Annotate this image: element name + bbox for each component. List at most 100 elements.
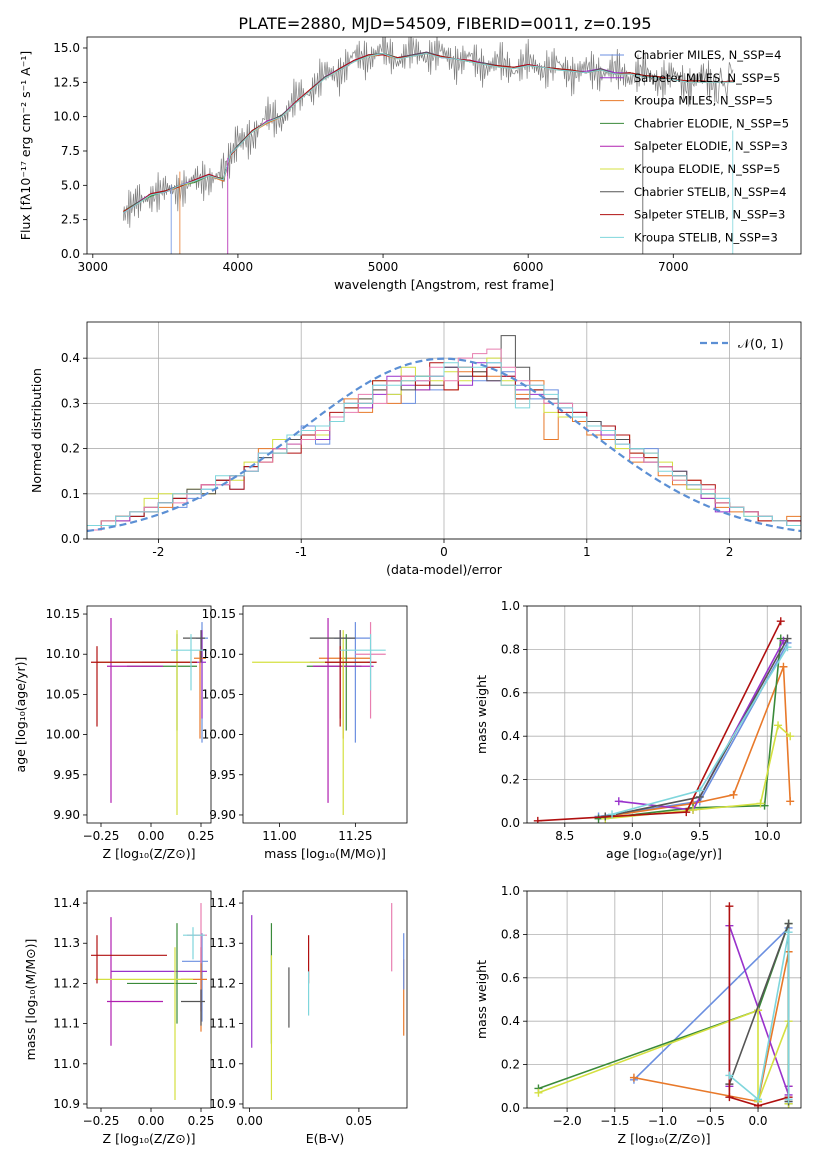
y-tick-label: 0.3 bbox=[61, 396, 80, 410]
legend-label: Chabrier ELODIE, N_SSP=5 bbox=[634, 116, 789, 130]
x-axis-label: wavelength [Angstrom, rest frame] bbox=[334, 277, 554, 292]
x-tick-label: 0.00 bbox=[138, 829, 165, 843]
data-point bbox=[183, 630, 205, 663]
plus-marker bbox=[756, 799, 765, 808]
plus-marker bbox=[784, 928, 793, 937]
weight-vs-age-panel: 8.5 9.0 9.5 10.0 0.0 0.2 0.4 0.6 0.8 1.0 age [log₁… bbox=[474, 599, 802, 861]
data-point bbox=[181, 989, 205, 1026]
data-point bbox=[91, 935, 167, 984]
data-point bbox=[142, 630, 206, 719]
legend-label: 𝒩(0, 1) bbox=[738, 336, 784, 351]
weight-line bbox=[598, 638, 782, 820]
y-tick-label: 0.8 bbox=[501, 927, 520, 941]
y-tick-label: 0.0 bbox=[61, 532, 80, 546]
data-point bbox=[171, 634, 207, 691]
plus-marker bbox=[725, 1093, 734, 1102]
x-tick-label: −1.0 bbox=[648, 1114, 677, 1128]
axes-frame bbox=[526, 890, 802, 1109]
weight-line bbox=[728, 906, 789, 1107]
x-tick-label: 6000 bbox=[513, 260, 544, 274]
x-tick-label: 5000 bbox=[368, 260, 399, 274]
x-tick-label: 4000 bbox=[223, 260, 254, 274]
plus-marker bbox=[760, 801, 769, 810]
histogram-step bbox=[87, 362, 801, 539]
mass-vs-metallicity-panel: −0.25 0.00 0.25 10.9 11.0 11.1 11.2 11.3 11.4 Z [… bbox=[23, 890, 214, 1146]
plus-marker bbox=[776, 617, 785, 626]
x-tick-label: 0.00 bbox=[236, 1114, 263, 1128]
x-axis-label: Z [log₁₀(Z/Z⊙)] bbox=[103, 1131, 196, 1146]
y-tick-label: 10.9 bbox=[209, 1097, 236, 1111]
axes-frame bbox=[86, 605, 212, 824]
y-tick-label: 11.0 bbox=[53, 1057, 80, 1071]
x-tick-label: 1 bbox=[583, 545, 591, 559]
x-tick-label: -2 bbox=[152, 545, 164, 559]
y-tick-label: 10.15 bbox=[202, 607, 236, 621]
x-axis-label: age [log₁₀(age/yr)] bbox=[606, 846, 722, 861]
x-axis-label: Z [log₁₀(Z/Z⊙)] bbox=[618, 1131, 711, 1146]
y-tick-label: 0.4 bbox=[501, 729, 520, 743]
axes-frame bbox=[242, 890, 408, 1109]
x-tick-label: 2 bbox=[726, 545, 734, 559]
data-point bbox=[91, 646, 197, 727]
x-axis-label: Z [log₁₀(Z/Z⊙)] bbox=[103, 846, 196, 861]
y-tick-label: 10.9 bbox=[53, 1097, 80, 1111]
y-tick-label: 7.5 bbox=[61, 144, 80, 158]
y-axis-label: Normed distribution bbox=[29, 368, 44, 493]
legend-label: Salpeter MILES, N_SSP=5 bbox=[634, 71, 780, 85]
age-vs-metallicity-panel: −0.25 0.00 0.25 9.90 9.95 10.00 10.05 10.10 10.1… bbox=[13, 605, 215, 861]
y-tick-label: 0.6 bbox=[501, 686, 520, 700]
plus-marker bbox=[784, 1095, 793, 1104]
x-axis-label: mass [log₁₀(M/M⊙)] bbox=[264, 846, 386, 861]
plus-marker bbox=[783, 634, 792, 643]
y-tick-label: 9.90 bbox=[53, 808, 80, 822]
y-tick-label: 12.5 bbox=[53, 75, 80, 89]
y-tick-label: 0.8 bbox=[501, 642, 520, 656]
x-tick-label: -1 bbox=[295, 545, 307, 559]
x-tick-label: 0.25 bbox=[188, 829, 215, 843]
y-tick-label: 0.1 bbox=[61, 487, 80, 501]
axes-frame bbox=[86, 321, 802, 540]
y-tick-label: 10.0 bbox=[53, 110, 80, 124]
y-tick-label: 11.2 bbox=[209, 976, 236, 990]
y-tick-label: 11.0 bbox=[209, 1057, 236, 1071]
x-tick-label: 0.00 bbox=[138, 1114, 165, 1128]
y-tick-label: 9.95 bbox=[209, 768, 236, 782]
data-point bbox=[107, 917, 163, 1046]
y-tick-label: 11.3 bbox=[53, 936, 80, 950]
y-tick-label: 10.05 bbox=[46, 687, 80, 701]
legend-label: Chabrier STELIB, N_SSP=4 bbox=[634, 185, 786, 199]
x-tick-label: 11.25 bbox=[338, 829, 372, 843]
data-point bbox=[181, 947, 207, 1032]
plot-area bbox=[122, 37, 735, 254]
x-axis-label: (data-model)/error bbox=[386, 562, 503, 577]
x-tick-label: 9.0 bbox=[623, 829, 642, 843]
y-tick-label: 10.00 bbox=[202, 728, 236, 742]
x-tick-label: −0.5 bbox=[696, 1114, 725, 1128]
legend-label: Chabrier MILES, N_SSP=4 bbox=[634, 48, 781, 62]
plot-area bbox=[91, 903, 208, 1100]
y-tick-label: 10.10 bbox=[202, 647, 236, 661]
age-vs-mass-panel: 11.00 11.25 9.90 9.95 10.00 10.05 10.10 10.15 ma… bbox=[202, 605, 408, 861]
plus-marker bbox=[534, 1088, 543, 1097]
plus-marker bbox=[774, 721, 783, 730]
plus-marker bbox=[784, 919, 793, 928]
data-point bbox=[182, 933, 208, 1022]
y-axis-label: mass weight bbox=[474, 675, 489, 754]
plus-marker bbox=[695, 786, 704, 795]
mass-vs-extinction-panel: 0.00 0.05 10.9 11.0 11.1 11.2 11.3 11.4 E(B-V) bbox=[209, 890, 408, 1146]
model-spectrum-line bbox=[123, 52, 735, 214]
y-tick-label: 1.0 bbox=[501, 599, 520, 613]
plus-marker bbox=[729, 790, 738, 799]
y-axis-label: Flux [fλ10⁻¹⁷ erg cm⁻² s⁻¹ A⁻¹] bbox=[18, 51, 33, 240]
plot-area bbox=[533, 617, 795, 823]
x-tick-label: 11.00 bbox=[262, 829, 296, 843]
y-tick-label: 0.0 bbox=[501, 816, 520, 830]
y-tick-label: 2.5 bbox=[61, 213, 80, 227]
axes-frame bbox=[242, 605, 408, 824]
y-tick-label: 11.4 bbox=[53, 896, 80, 910]
y-tick-label: 0.0 bbox=[501, 1101, 520, 1115]
y-tick-label: 10.15 bbox=[46, 607, 80, 621]
y-tick-label: 10.10 bbox=[46, 647, 80, 661]
plus-marker bbox=[783, 643, 792, 652]
